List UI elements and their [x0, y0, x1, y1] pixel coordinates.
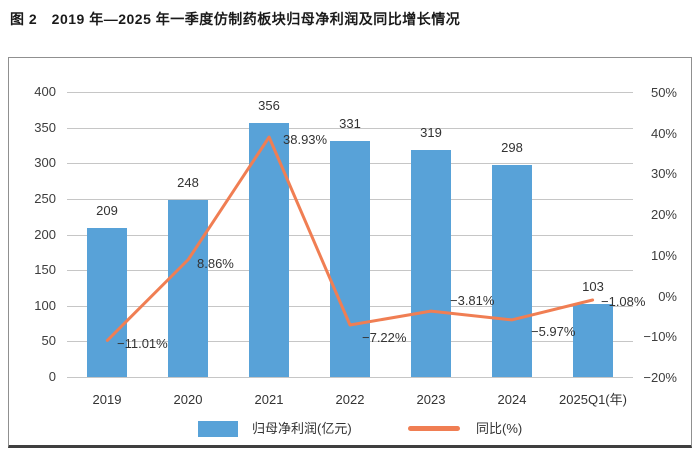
bar-2020	[168, 200, 208, 377]
right-axis-tick: 50%	[650, 85, 677, 100]
line-value-label: −11.01%	[117, 336, 168, 351]
bar-2023	[411, 150, 451, 377]
bar-value-label: 209	[96, 203, 118, 218]
left-axis-tick: 250	[34, 191, 56, 206]
line-value-label: −5.97%	[531, 324, 576, 339]
gridline	[67, 377, 633, 378]
chart-container: 400 350 300 250 200 150 100 50 0 50% 40% 30% 20% 10% 0…	[8, 57, 692, 448]
legend-bar-label: 归母净利润(亿元)	[252, 421, 352, 436]
x-axis-label: 2022	[335, 392, 365, 407]
bar-2019	[87, 228, 127, 377]
left-axis-tick: 350	[34, 120, 56, 135]
gridline	[67, 92, 633, 93]
legend-line-swatch	[408, 426, 460, 431]
right-axis-tick: −20%	[643, 370, 677, 385]
trend-line	[105, 135, 595, 342]
left-axis-tick: 300	[34, 155, 56, 170]
left-axis-tick: 0	[48, 369, 56, 384]
line-value-label: 38.93%	[283, 132, 328, 147]
line-value-label: 8.86%	[197, 256, 234, 271]
bar-value-label: 331	[339, 116, 361, 131]
left-axis-tick: 50	[41, 333, 56, 348]
line-value-label: −7.22%	[362, 330, 407, 345]
left-axis-tick: 150	[34, 262, 56, 277]
trend-polyline	[105, 135, 595, 342]
bar-value-label: 103	[582, 279, 604, 294]
bar-value-label: 319	[420, 125, 442, 140]
right-axis-tick: 40%	[650, 126, 677, 141]
x-axis-label: 2024	[497, 392, 527, 407]
bar-2024	[492, 165, 532, 377]
right-axis-tick: 20%	[650, 207, 677, 222]
bar-value-label: 298	[501, 140, 523, 155]
right-axis-tick: 30%	[650, 166, 677, 181]
bar-2025Q1(年)	[573, 304, 613, 377]
line-value-label: −3.81%	[450, 293, 495, 308]
bar-value-label: 248	[177, 175, 199, 190]
x-axis-label: 2020	[173, 392, 203, 407]
plot-area: 400 350 300 250 200 150 100 50 0 50% 40% 30% 20% 10% 0…	[9, 58, 691, 445]
legend-line-label: 同比(%)	[476, 421, 523, 436]
x-axis-label: 2021	[254, 392, 284, 407]
figure-title: 图 2 2019 年—2025 年一季度仿制药板块归母净利润及同比增长情况	[10, 11, 461, 27]
right-axis-tick: 0%	[658, 289, 677, 304]
line-value-label: −1.08%	[601, 294, 646, 309]
bar-2022	[330, 141, 370, 377]
bar-value-label: 356	[258, 98, 280, 113]
right-axis-tick: −10%	[643, 329, 677, 344]
gridline	[67, 128, 633, 129]
left-axis-tick: 100	[34, 298, 56, 313]
left-axis-tick: 200	[34, 227, 56, 242]
legend-bar-swatch	[198, 421, 238, 437]
left-axis-tick: 400	[34, 84, 56, 99]
x-axis-label: 2019	[92, 392, 122, 407]
x-axis-label: 2023	[416, 392, 446, 407]
right-axis-tick: 10%	[650, 248, 677, 263]
x-axis-label: 2025Q1(年)	[559, 392, 627, 407]
